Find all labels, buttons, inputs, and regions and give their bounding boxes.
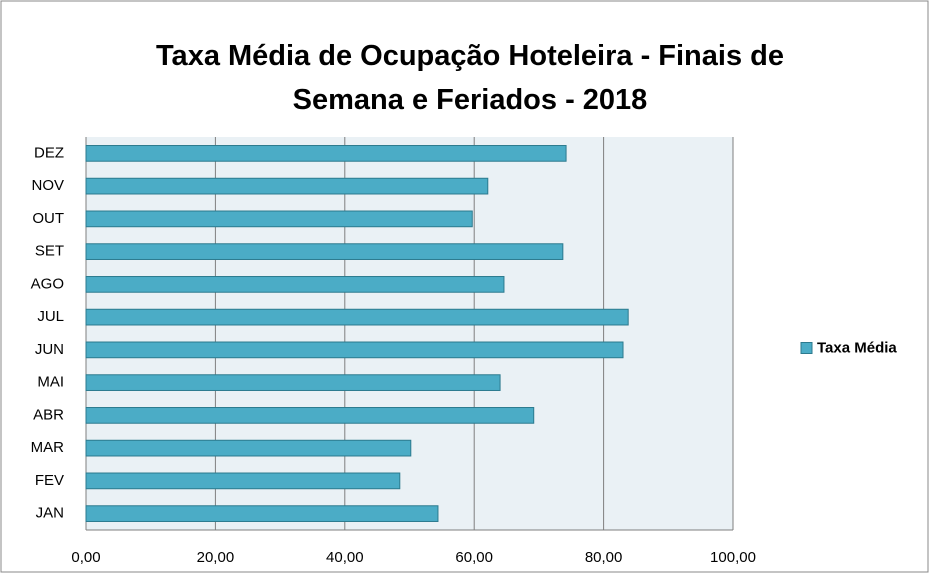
bar <box>85 276 505 293</box>
bar <box>85 308 629 326</box>
bar <box>85 505 439 522</box>
bar <box>85 341 624 359</box>
y-tick-label: JAN <box>36 505 64 522</box>
bar <box>85 243 564 260</box>
y-tick-label: MAR <box>31 439 65 456</box>
plot-area <box>86 137 733 530</box>
y-tick-label: OUT <box>32 210 64 227</box>
y-tick-label: JUL <box>37 308 64 325</box>
bar <box>85 210 473 228</box>
y-tick-label: JUN <box>35 341 64 358</box>
y-tick-label: MAI <box>37 374 64 391</box>
bar <box>85 374 501 391</box>
bar <box>85 177 489 195</box>
x-tick-label: 60,00 <box>455 549 493 566</box>
x-tick-label: 100,00 <box>710 549 756 566</box>
y-tick-label: NOV <box>31 177 64 194</box>
y-tick-label: AGO <box>31 275 64 292</box>
y-tick-label: FEV <box>35 472 64 489</box>
y-tick-label: SET <box>35 243 64 260</box>
bar <box>85 472 401 490</box>
x-tick-label: 20,00 <box>197 549 235 566</box>
bar <box>85 439 412 457</box>
bar <box>85 145 567 162</box>
x-tick-label: 80,00 <box>585 549 623 566</box>
x-tick-label: 0,00 <box>71 549 100 566</box>
y-tick-label: ABR <box>33 406 64 423</box>
y-tick-label: DEZ <box>34 144 64 161</box>
legend-label: Taxa Média <box>817 339 897 356</box>
bar <box>85 407 535 424</box>
chart-title: Taxa Média de Ocupação Hoteleira - Finai… <box>156 40 784 116</box>
x-tick-label: 40,00 <box>326 549 364 566</box>
legend-swatch <box>800 342 813 354</box>
